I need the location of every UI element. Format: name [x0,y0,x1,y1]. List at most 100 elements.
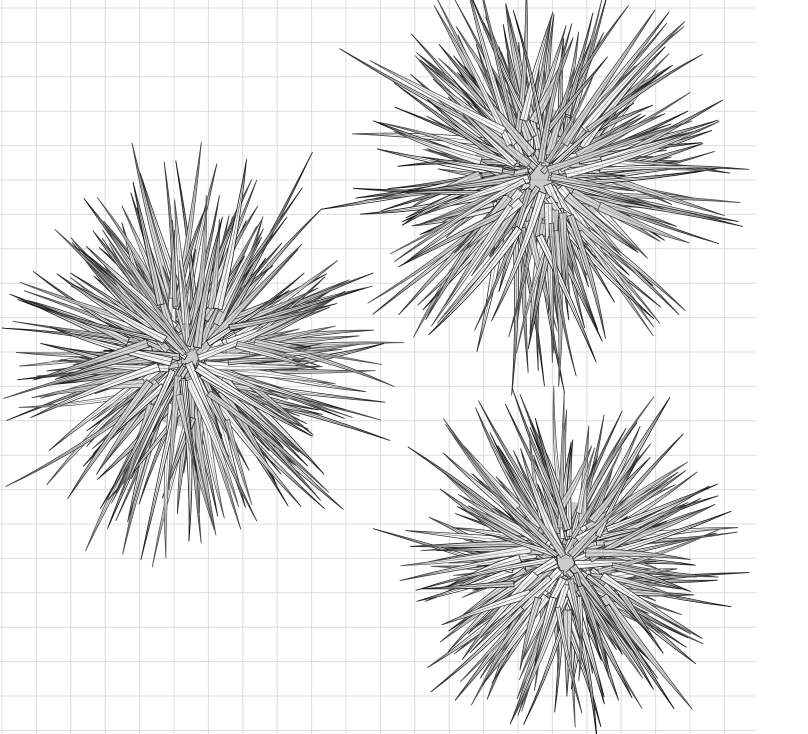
spine-hatch [495,476,539,529]
spine-hatch [207,290,290,344]
spine-hatch [534,597,554,667]
spine-hatch [547,70,596,163]
spine-hatch [425,196,509,320]
spine-hatch [168,376,179,491]
spine-hatch [572,480,668,558]
urchins [2,0,750,734]
spine-hatch [562,212,570,296]
spine-hatch [394,180,525,262]
urchin [320,0,750,396]
spine-hatch [548,56,608,130]
spine-hatch [504,510,558,556]
spine-hatch [463,201,522,252]
spine-hatch [178,260,189,346]
spine-hatch [175,205,207,309]
spine-hatch [196,367,313,437]
spine-hatch [560,445,593,509]
spine-hatch [599,166,750,171]
spine-hatch [587,461,688,529]
spine-hatch [33,342,148,381]
spine-hatch [535,418,569,530]
spine-hatch [217,159,247,309]
spine-hatch [182,378,199,481]
spine-hatch [587,54,703,131]
spine-hatch [491,192,543,322]
spine-hatch [436,549,544,552]
spine-hatch [220,228,264,312]
spine-hatch [228,359,304,363]
spine-hatch [31,383,145,399]
spine-hatch [369,60,505,132]
spine-hatch [197,364,288,400]
spine-hatch [163,161,176,307]
spine-hatch [547,120,693,171]
spine-hatch [12,321,148,343]
spine-hatch [464,446,518,509]
spine-hatch [448,559,556,632]
spine [472,0,537,138]
spine-hatch [415,558,557,591]
spine-hatch [523,11,554,121]
spine-hatch [132,181,162,305]
spine-hatch [567,40,592,115]
spine-hatch [444,205,511,306]
spine-hatch [539,235,597,363]
spine-hatch [188,195,220,325]
spine-hatch [179,394,215,530]
spine-hatch [584,21,686,130]
spine-hatch [597,454,640,537]
spine-hatch [5,409,132,487]
spine-hatch [421,583,514,590]
spine [514,0,528,134]
spine-hatch [540,23,573,163]
spine-hatch [519,597,539,671]
spine-hatch [400,548,531,566]
spine-hatch [547,203,555,354]
spine [469,0,513,132]
spine-hatch [121,404,152,495]
spine-hatch [606,483,718,530]
spine-hatch [557,607,583,714]
spine-hatch [78,248,185,348]
spine-hatch [584,396,655,506]
spine-hatch [483,0,514,131]
spine-hatch [102,229,189,353]
spine-hatch [422,156,503,171]
spine-hatch [585,552,691,560]
spine-hatch [67,381,151,499]
spine-hatch [512,10,546,149]
spine-hatch [131,142,173,301]
spine-hatch [393,131,481,162]
spine-hatch [601,575,703,639]
spine-hatch [378,122,516,166]
spine-hatch [470,0,510,131]
spine-hatch [489,187,539,257]
spine-hatch [572,566,617,626]
spine-hatch [521,578,564,662]
spine-hatch [572,447,622,538]
spine-hatch [225,325,336,353]
spine-hatch [570,495,630,556]
spine-hatch [551,176,635,192]
spine-hatch [474,188,530,331]
spine-hatch [188,379,239,508]
spine-hatch [565,121,720,175]
spine-hatch [564,9,656,145]
spine-hatch [236,343,322,367]
spine-hatch [198,408,202,513]
spine-hatch [428,228,520,335]
spine-hatch [197,216,223,348]
spine-hatch [254,342,395,387]
spine-hatch [226,419,253,505]
spine-hatch [579,231,661,324]
urchin [372,385,750,734]
spine-hatch [103,222,160,308]
spine-hatch [603,595,693,710]
spine-hatch [56,273,166,341]
spine-hatch [430,607,523,693]
spine-hatch [441,593,531,626]
spine-hatch [198,294,338,359]
spine-hatch [570,578,583,649]
